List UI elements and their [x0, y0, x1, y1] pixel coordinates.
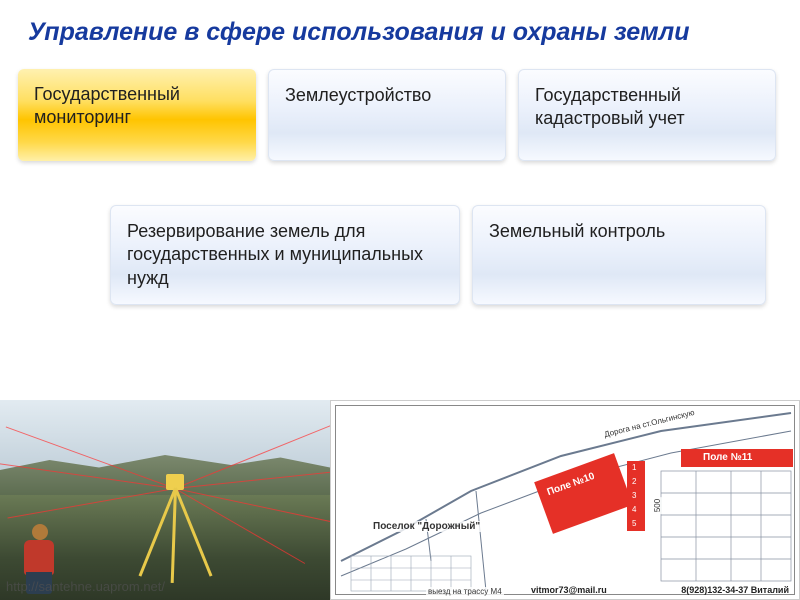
card-land-management[interactable]: Землеустройство — [268, 69, 506, 161]
card-land-control[interactable]: Земельный контроль — [472, 205, 766, 305]
lot-3: 3 — [632, 491, 636, 500]
cards-row-2: Резервирование земель для государственны… — [0, 165, 800, 309]
lot-1: 1 — [632, 463, 636, 472]
exit-label: выезд на трассу М4 — [426, 587, 504, 596]
image-row: http://santehne.uaprom.net/ — [0, 400, 800, 600]
map-phone: 8(928)132-34-37 Виталий — [681, 585, 789, 595]
lot-4: 4 — [632, 505, 636, 514]
card-cadastral[interactable]: Государственный кадастровый учет — [518, 69, 776, 161]
cards-row-1: Государственный мониторинг Землеустройст… — [0, 55, 800, 165]
map-email: vitmor73@mail.ru — [531, 585, 607, 595]
lot-5: 5 — [632, 519, 636, 528]
page-title: Управление в сфере использования и охран… — [0, 0, 800, 55]
card-reservation[interactable]: Резервирование земель для государственны… — [110, 205, 460, 305]
cadastral-map: Поле №10 Поле №11 1 2 3 4 5 Поселок "Дор… — [330, 400, 800, 600]
survey-photo: http://santehne.uaprom.net/ — [0, 400, 330, 600]
card-monitoring[interactable]: Государственный мониторинг — [18, 69, 256, 161]
settlement-label: Поселок "Дорожный" — [371, 521, 482, 532]
field11-label: Поле №11 — [703, 452, 752, 463]
photo-watermark: http://santehne.uaprom.net/ — [6, 579, 165, 594]
tripod-icon — [140, 470, 210, 585]
side-label: 500 — [653, 497, 662, 514]
lot-2: 2 — [632, 477, 636, 486]
